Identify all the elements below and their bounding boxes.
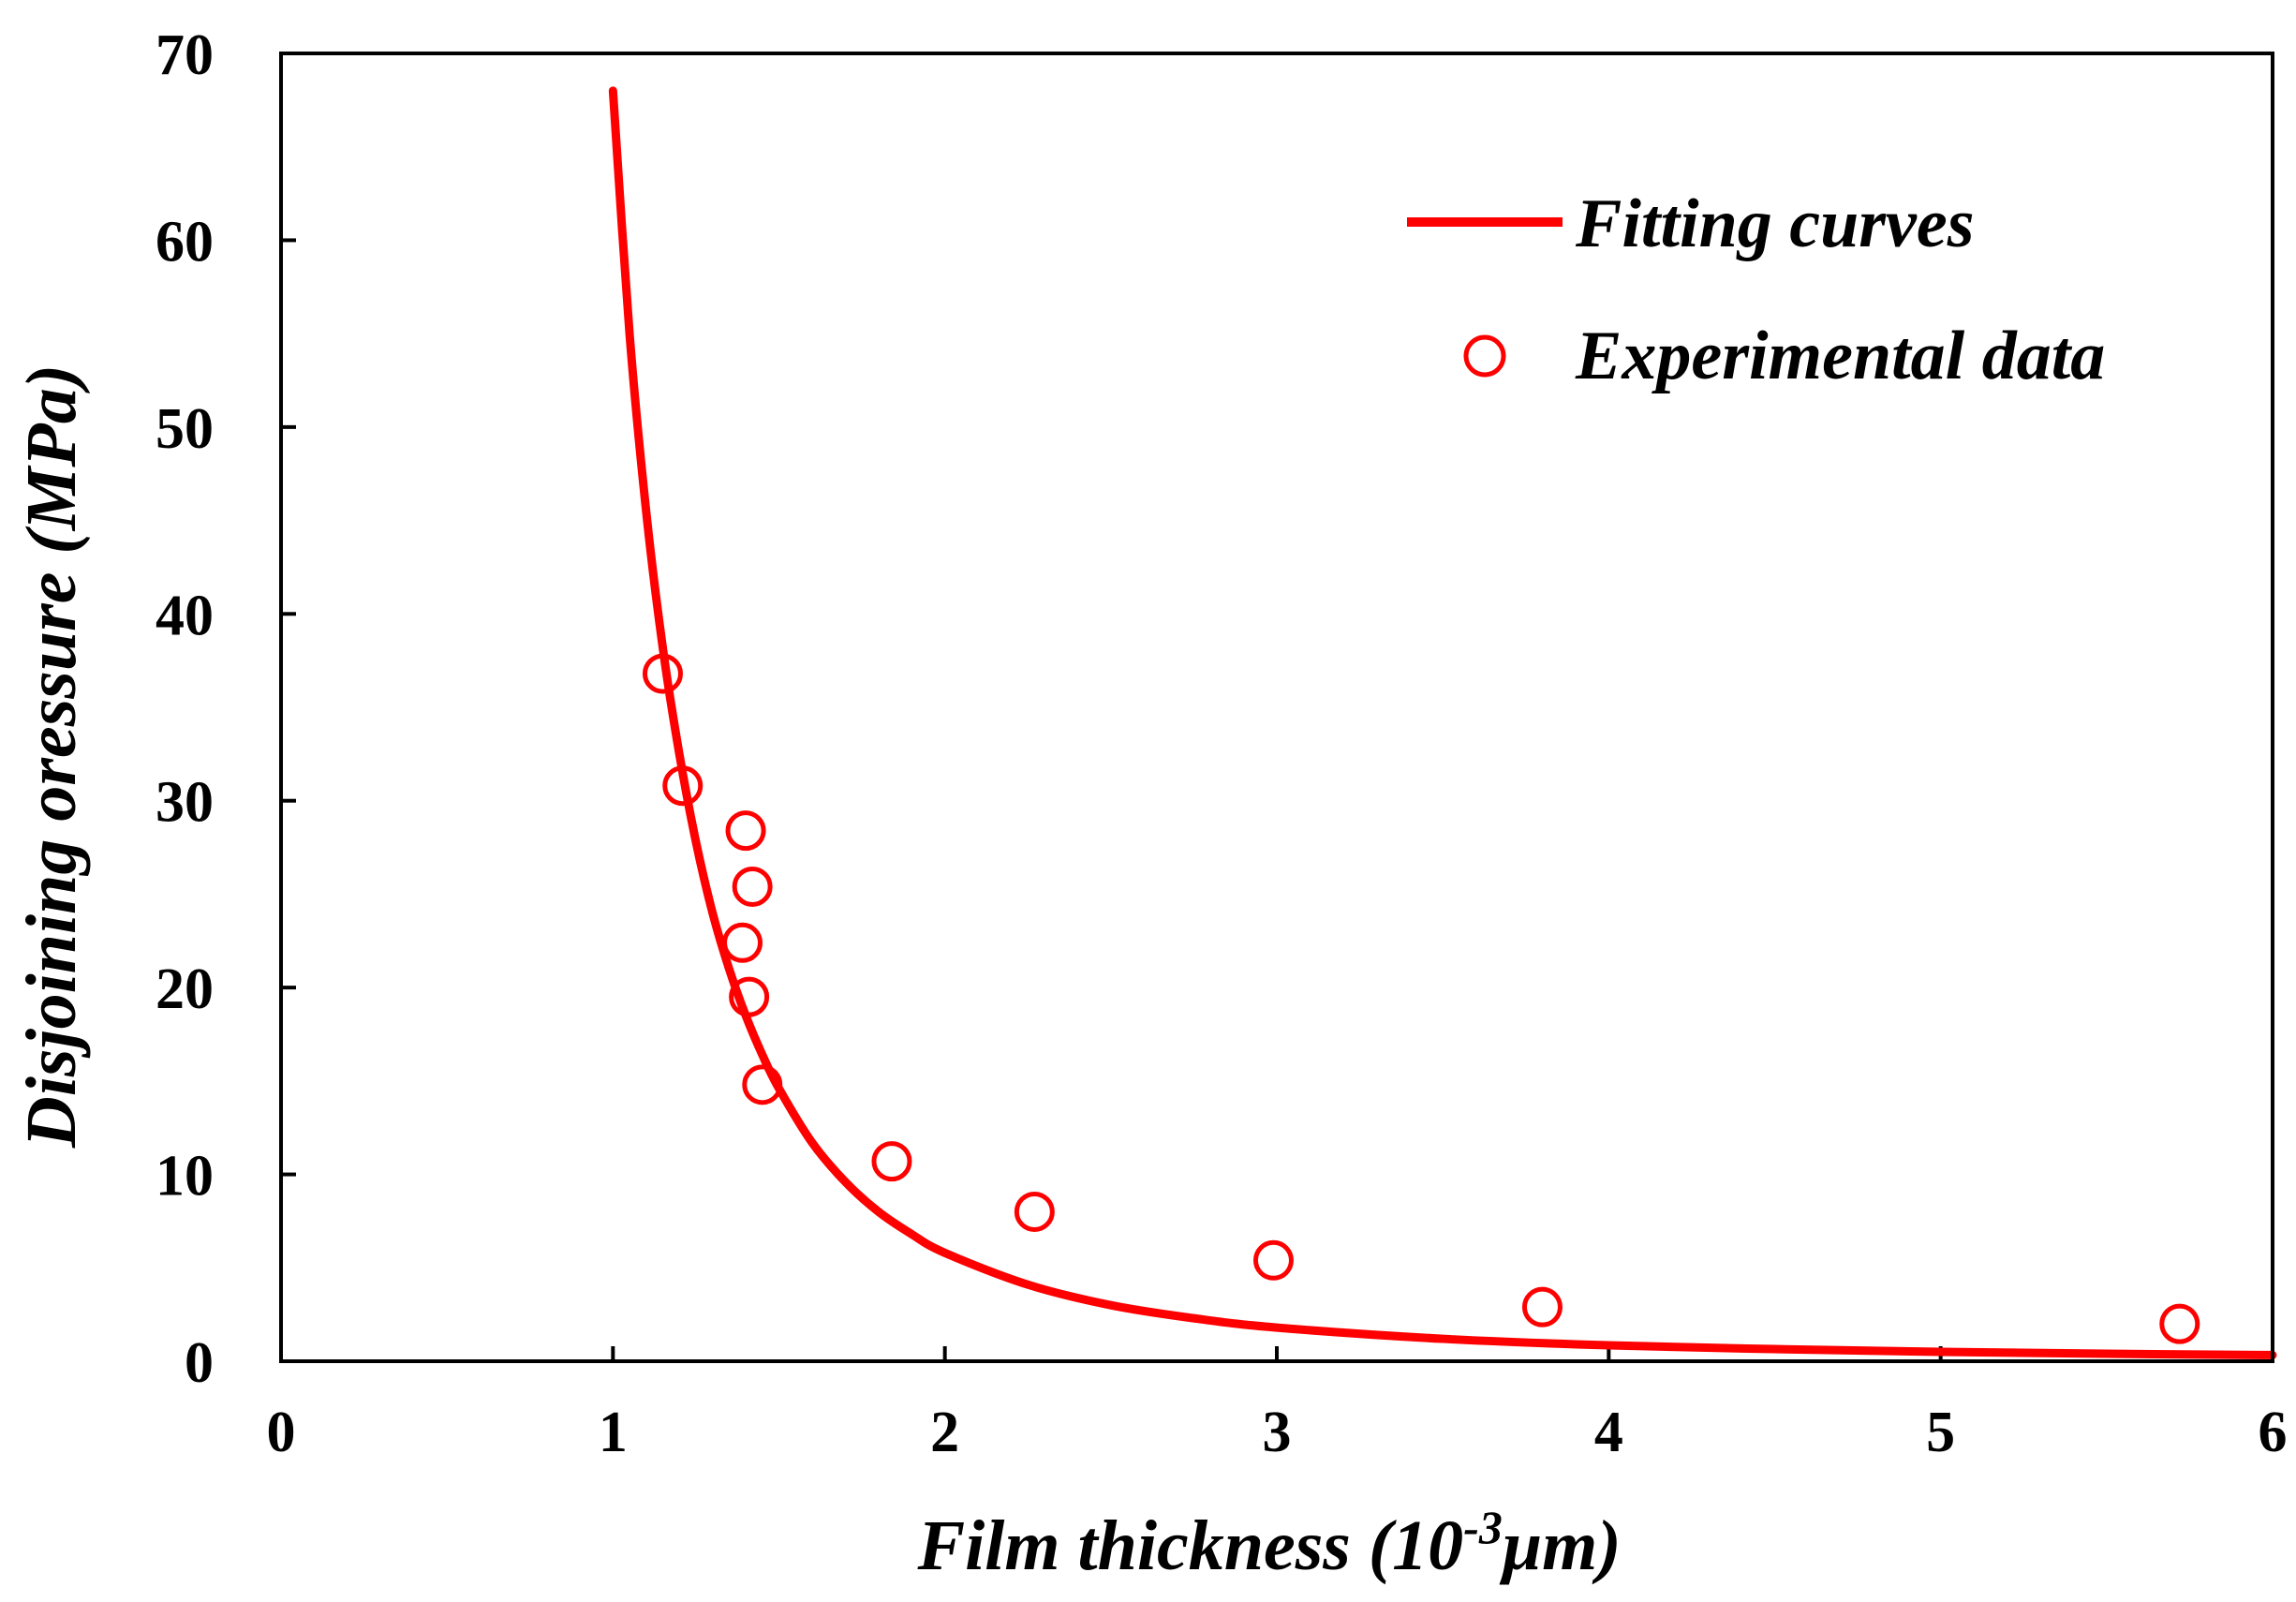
x-tick-label: 2 — [930, 1401, 959, 1464]
y-axis-ticks: 0 10 20 30 40 50 60 70 — [156, 23, 296, 1395]
y-tick-label: 50 — [156, 397, 214, 461]
legend-label-experimental-data: Experimental data — [1575, 318, 2105, 394]
legend-marker-swatch — [1463, 334, 1506, 378]
x-axis-ticks: 0 1 2 3 4 5 6 — [267, 1346, 2288, 1464]
plot-layer — [608, 86, 2277, 1359]
plot-area-frame — [279, 52, 2274, 1363]
x-tick-label: 3 — [1263, 1401, 1292, 1464]
experimental-data-point — [871, 1141, 912, 1182]
legend-label-fitting-curves: Fitting curves — [1575, 185, 1975, 262]
experimental-data-point — [662, 765, 704, 807]
experimental-data-point — [1014, 1191, 1055, 1232]
y-tick-label: 40 — [156, 584, 214, 647]
legend: Fitting curves Experimental data — [1407, 185, 2105, 394]
x-tick-label: 4 — [1594, 1401, 1623, 1464]
x-tick-label: 1 — [599, 1401, 628, 1464]
experimental-data-point — [1521, 1286, 1563, 1328]
y-axis-title: Disjoining oressure (MPa) — [12, 364, 91, 1149]
x-tick-label: 0 — [267, 1401, 296, 1464]
y-tick-label: 0 — [185, 1331, 214, 1395]
experimental-data-point — [642, 653, 683, 694]
experimental-data-point — [1252, 1239, 1294, 1281]
experimental-data-point — [742, 1064, 783, 1105]
x-axis-title: Film thickness (10-3μm) — [916, 1501, 1621, 1585]
x-tick-label: 6 — [2259, 1401, 2288, 1464]
y-tick-label: 60 — [156, 210, 214, 274]
y-tick-label: 10 — [156, 1145, 214, 1209]
y-tick-label: 20 — [156, 957, 214, 1021]
experimental-data-point — [729, 976, 770, 1017]
experimental-data-point — [725, 810, 766, 852]
experimental-data-point — [722, 922, 763, 963]
y-tick-label: 70 — [156, 23, 214, 87]
experimental-data-point — [2159, 1303, 2200, 1344]
fitting-curve-line — [608, 86, 2277, 1359]
y-tick-label: 30 — [156, 771, 214, 835]
x-tick-label: 5 — [1926, 1401, 1955, 1464]
experimental-data-point — [732, 866, 773, 907]
